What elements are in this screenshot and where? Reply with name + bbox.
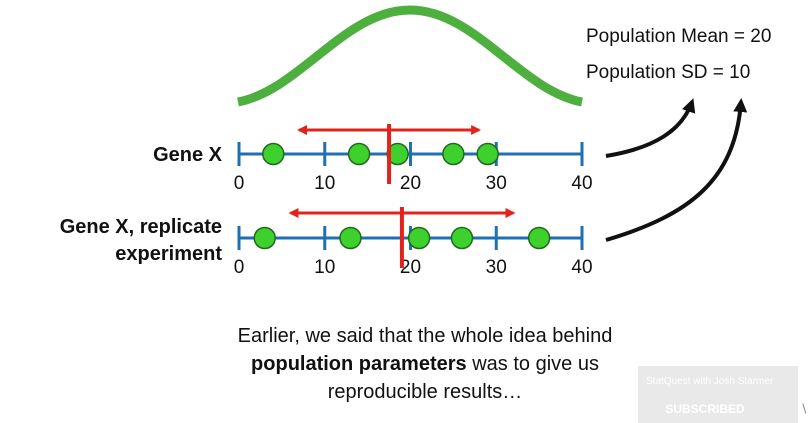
- row-label: Gene X: [153, 144, 223, 166]
- caption-emphasis: population parameters: [251, 353, 467, 375]
- data-point: [262, 142, 285, 166]
- population-mean-label: Population Mean = 20: [586, 26, 771, 47]
- population-distribution-curve: [237, 5, 583, 107]
- subscribe-button[interactable]: SUBSCRIBED: [648, 396, 762, 423]
- caption-line-2: population parameters was to give us: [170, 350, 680, 378]
- data-point: [347, 142, 371, 166]
- tick-label: 20: [400, 257, 421, 278]
- tick-label: 40: [571, 173, 592, 194]
- caption-line-3: reproducible results…: [327, 381, 523, 403]
- row-label: Gene X, replicate: [60, 216, 222, 238]
- tick-label: 30: [486, 257, 507, 278]
- data-point: [253, 226, 276, 250]
- tick-label: 20: [400, 173, 421, 194]
- tick-label: 30: [486, 173, 507, 194]
- channel-watermark[interactable]: StatQuest with Josh Starmer SUBSCRIBED: [638, 366, 798, 423]
- caption-line-1: Earlier, we said that the whole idea beh…: [237, 325, 613, 347]
- data-point: [450, 226, 474, 250]
- data-point: [407, 226, 431, 250]
- data-point: [527, 226, 551, 250]
- caption-line-2-rest: was to give us: [466, 353, 599, 375]
- tick-label: 0: [234, 257, 245, 278]
- tick-label: 10: [314, 173, 335, 194]
- data-point: [442, 142, 465, 166]
- corner-glyph-icon: ∖: [800, 402, 808, 416]
- experiment-rows: Gene X 0 10 20 30 40 Gene X, replicate experime…: [60, 124, 593, 278]
- population-sd-label: Population SD = 10: [586, 62, 750, 83]
- arrow-to-population-sd: [605, 98, 748, 242]
- tick-label: 40: [571, 257, 592, 278]
- channel-name: StatQuest with Josh Starmer: [646, 376, 774, 387]
- data-point: [339, 226, 362, 250]
- row-gene-x-1: Gene X 0 10 20 30 40: [153, 124, 593, 194]
- tick-label: 0: [234, 173, 245, 194]
- data-point: [476, 142, 499, 166]
- caption: Earlier, we said that the whole idea beh…: [170, 322, 680, 406]
- tick-label: 10: [314, 257, 335, 278]
- row-label: experiment: [115, 243, 222, 265]
- arrow-to-population-mean: [605, 98, 696, 158]
- row-gene-x-2: Gene X, replicate experiment 0 10 20 30 40: [60, 207, 593, 278]
